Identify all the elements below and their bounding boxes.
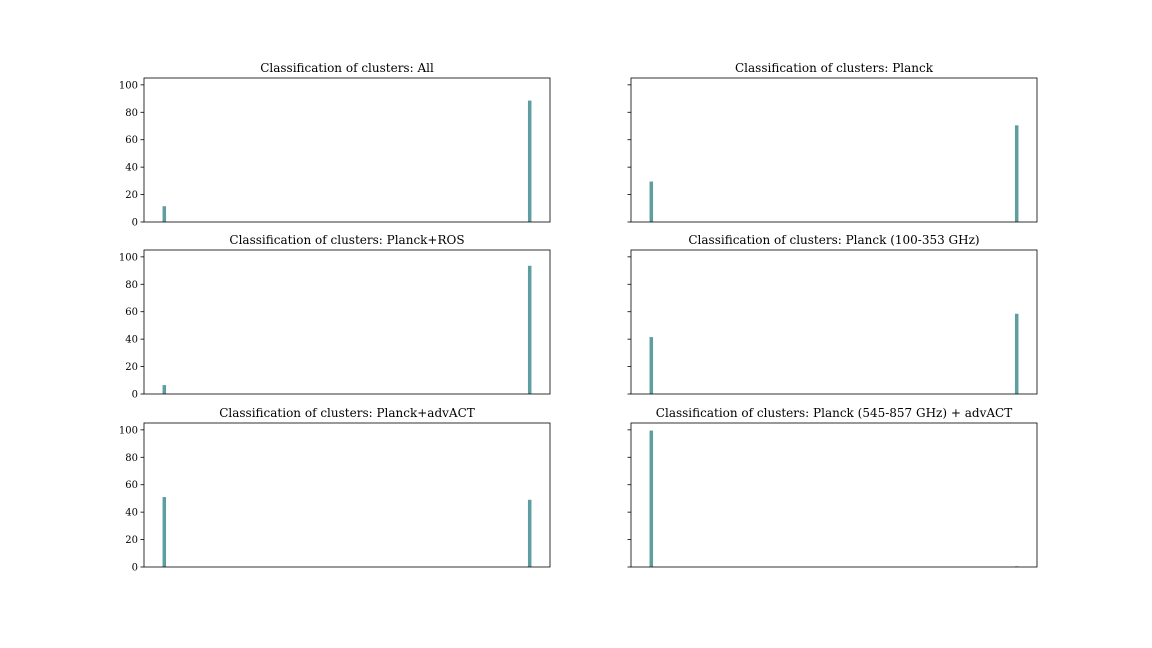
y-tick-label: 20 [125, 535, 138, 546]
subplot-title: Classification of clusters: Planck (545-… [656, 406, 1012, 420]
y-tick-label: 20 [125, 190, 138, 201]
subplot-5: Classification of clusters: Planck+advAC… [119, 406, 551, 574]
y-tick-label: 60 [125, 135, 138, 146]
bar-1 [649, 181, 654, 222]
y-tick-label: 100 [119, 425, 138, 436]
bar-1 [162, 497, 167, 567]
subplot-3: Classification of clusters: Planck+ROS 0 2… [119, 233, 551, 401]
subplot-4: Classification of clusters: Planck (100-… [627, 233, 1038, 395]
bar-1 [649, 430, 654, 567]
y-tick-label: 100 [119, 252, 138, 263]
y-tick-label: 20 [125, 362, 138, 373]
plot-frame [630, 422, 1038, 568]
subplot-grid: Classification of clusters: All 0 20 40 60 80… [119, 61, 1038, 574]
y-tick-label: 40 [125, 508, 138, 519]
bar-1 [162, 385, 167, 394]
y-tick-label: 0 [132, 218, 138, 229]
subplot-title: Classification of clusters: Planck [735, 61, 934, 75]
plot-frame [143, 249, 551, 395]
bar-1 [162, 206, 167, 222]
subplot-title: Classification of clusters: Planck (100-… [688, 233, 979, 247]
bar-2 [1014, 125, 1019, 222]
subplot-2: Classification of clusters: Planck [627, 61, 1038, 223]
bar-1 [649, 337, 654, 394]
subplot-title: Classification of clusters: Planck+ROS [229, 233, 464, 247]
y-tick-label: 0 [132, 390, 138, 401]
bar-2 [527, 100, 532, 222]
y-tick-label: 80 [125, 280, 138, 291]
plot-frame [143, 77, 551, 223]
subplot-1: Classification of clusters: All 0 20 40 60 80… [119, 61, 551, 229]
plot-frame [630, 249, 1038, 395]
bar-2 [527, 265, 532, 394]
y-tick-label: 40 [125, 335, 138, 346]
subplot-title: Classification of clusters: All [260, 61, 434, 75]
y-tick-label: 80 [125, 108, 138, 119]
y-tick-label: 80 [125, 453, 138, 464]
subplot-6: Classification of clusters: Planck (545-… [627, 406, 1038, 568]
bar-2 [527, 499, 532, 567]
plot-frame [630, 77, 1038, 223]
bar-2 [1014, 313, 1019, 394]
y-tick-label: 100 [119, 80, 138, 91]
plot-frame [143, 422, 551, 568]
y-tick-label: 0 [132, 563, 138, 574]
y-tick-label: 40 [125, 163, 138, 174]
subplot-title: Classification of clusters: Planck+advAC… [219, 406, 475, 420]
y-tick-label: 60 [125, 307, 138, 318]
y-tick-label: 60 [125, 480, 138, 491]
